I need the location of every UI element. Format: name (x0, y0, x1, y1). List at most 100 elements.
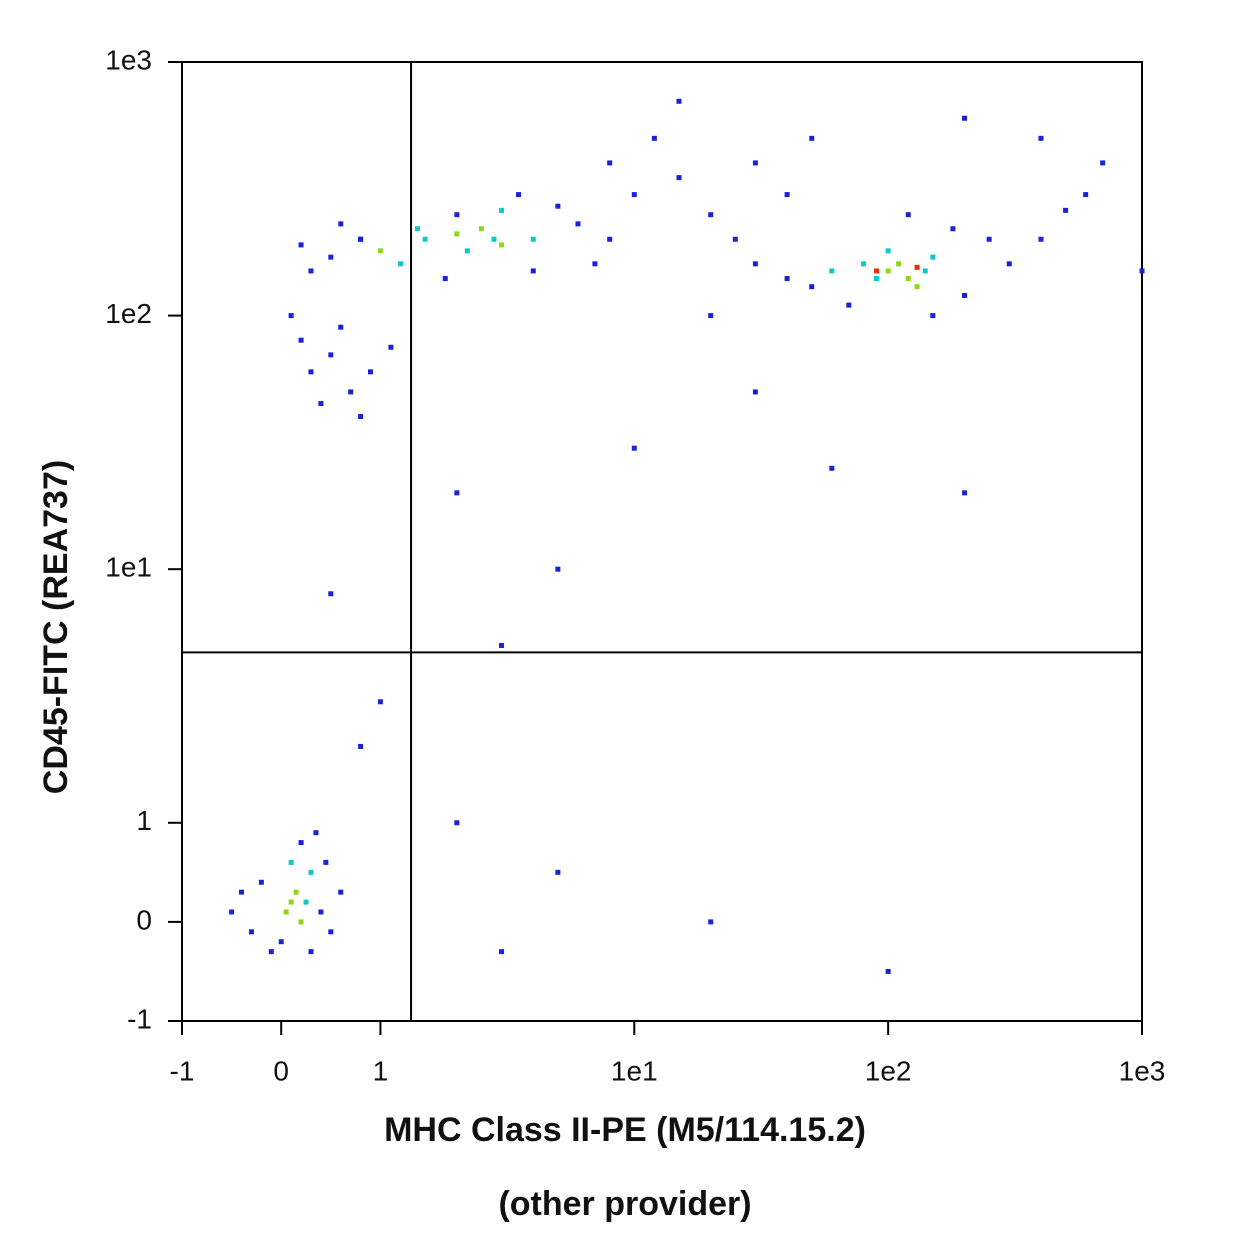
event-dot (499, 949, 505, 955)
x-tick-label: -1 (170, 1055, 195, 1086)
event-dot (914, 264, 920, 270)
event-dot (298, 242, 304, 248)
event-dot (885, 968, 891, 974)
event-dot (905, 276, 911, 282)
event-dot (328, 254, 334, 260)
event-dot (1083, 192, 1089, 198)
event-dot (328, 352, 334, 358)
event-dot (338, 221, 344, 227)
event-dot (328, 929, 334, 935)
event-dot (708, 313, 714, 319)
event-dot (239, 889, 245, 895)
event-dot (930, 254, 936, 260)
event-dot (248, 929, 254, 935)
event-dot (388, 344, 394, 350)
event-dot (530, 268, 536, 274)
event-dot (348, 389, 354, 395)
event-dot (283, 909, 289, 915)
event-dot (914, 284, 920, 290)
event-dot (962, 115, 968, 121)
x-tick-label: 1e1 (611, 1055, 658, 1086)
event-dot (829, 465, 835, 471)
event-dot (607, 160, 613, 166)
event-dot (631, 192, 637, 198)
event-dot (454, 231, 460, 237)
y-tick-label: 1e3 (105, 44, 152, 75)
event-dot (885, 268, 891, 274)
event-dot (442, 276, 448, 282)
event-dot (708, 212, 714, 218)
event-dot (268, 949, 274, 955)
event-dot (809, 135, 815, 141)
y-tick-label: 1e2 (105, 298, 152, 329)
event-dot (415, 226, 421, 232)
event-dot (962, 490, 968, 496)
event-dot (229, 909, 235, 915)
y-tick-label: 1 (136, 805, 152, 836)
event-dot (1100, 160, 1106, 166)
event-dot (732, 236, 738, 242)
y-tick-label: 1e1 (105, 552, 152, 583)
event-dot (592, 261, 598, 267)
x-tick-label: 0 (273, 1055, 289, 1086)
event-dot (454, 490, 460, 496)
event-dot (464, 248, 470, 254)
event-dot (752, 389, 758, 395)
event-dot (1063, 207, 1069, 213)
y-axis-title: CD45-FITC (REA737) (37, 460, 75, 794)
event-dot (986, 236, 992, 242)
event-dot (318, 401, 324, 407)
plot-frame (181, 61, 1143, 1022)
event-dot (516, 192, 522, 198)
event-dot (784, 276, 790, 282)
event-dot (676, 175, 682, 181)
event-dot (846, 302, 852, 308)
event-dot (607, 236, 613, 242)
x-axis-note: (other provider) (498, 1185, 751, 1223)
event-dot (499, 643, 505, 649)
event-dot (676, 98, 682, 104)
event-dot (308, 369, 314, 375)
event-dot (499, 207, 505, 213)
event-dot (377, 699, 383, 705)
event-dot (454, 212, 460, 218)
event-dot (323, 859, 329, 865)
event-dot (809, 284, 815, 290)
event-dot (303, 899, 309, 905)
event-dot (491, 236, 497, 242)
event-dot (1139, 268, 1145, 274)
event-dot (1006, 261, 1012, 267)
event-dot (288, 859, 294, 865)
event-dot (1038, 236, 1044, 242)
event-dot (318, 909, 324, 915)
x-tick-label: 1 (373, 1055, 389, 1086)
event-dot (530, 236, 536, 242)
event-dot (338, 324, 344, 330)
event-dot (288, 313, 294, 319)
event-dot (1038, 135, 1044, 141)
x-tick-label: 1e2 (865, 1055, 912, 1086)
event-dot (631, 445, 637, 451)
event-dot (288, 899, 294, 905)
event-dot (905, 212, 911, 218)
x-tick-label: 1e3 (1119, 1055, 1166, 1086)
event-dot (258, 879, 264, 885)
event-dot (298, 919, 304, 925)
event-dot (313, 830, 319, 836)
event-dot (896, 261, 902, 267)
event-dot (861, 261, 867, 267)
event-dot (298, 840, 304, 846)
event-dot (377, 248, 383, 254)
event-dot (328, 591, 334, 597)
event-dot (358, 743, 364, 749)
event-dot (308, 869, 314, 875)
event-dot (499, 242, 505, 248)
event-dot (278, 939, 284, 945)
event-dot (478, 226, 484, 232)
event-dot (368, 369, 374, 375)
event-dot (752, 160, 758, 166)
event-dot (651, 135, 657, 141)
event-dot (358, 414, 364, 420)
